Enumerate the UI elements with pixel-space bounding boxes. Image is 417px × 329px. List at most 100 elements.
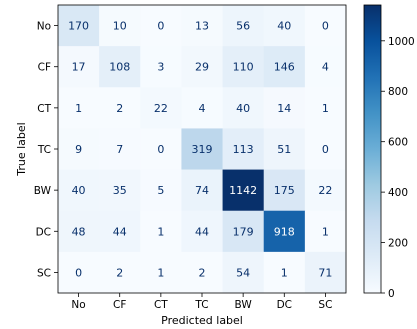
- heatmap-cell: [140, 5, 182, 47]
- cell-value-label: 17: [72, 61, 86, 74]
- heatmap-cell: [304, 46, 347, 88]
- heatmap-cell: [181, 169, 223, 212]
- cell-value-label: 48: [72, 225, 86, 238]
- y-tick-label: BW: [34, 185, 52, 197]
- y-tick-label: TC: [37, 144, 51, 156]
- cell-value-label: 319: [192, 143, 213, 156]
- y-tick-label: No: [37, 21, 51, 33]
- heatmap-cell: [263, 5, 306, 47]
- x-tick-label: SC: [318, 299, 332, 311]
- heatmap-cell: [181, 5, 223, 47]
- cell-value-label: 14: [277, 102, 291, 115]
- heatmap-cell: [140, 46, 182, 88]
- cell-value-label: 51: [277, 143, 291, 156]
- x-tick-label: CF: [113, 299, 126, 311]
- heatmap-cell: [99, 251, 141, 294]
- cell-value-label: 1: [281, 266, 288, 279]
- cell-value-label: 40: [236, 102, 250, 115]
- colorbar-tick-label: 0: [388, 288, 395, 300]
- heatmap-cell: [58, 5, 100, 47]
- cell-value-label: 1: [322, 225, 329, 238]
- colorbar-gradient: [363, 4, 382, 294]
- cell-value-label: 0: [157, 20, 164, 33]
- cell-value-label: 4: [322, 61, 329, 74]
- cell-value-label: 13: [195, 20, 209, 33]
- cell-value-label: 1142: [229, 184, 257, 197]
- cell-value-label: 179: [233, 225, 254, 238]
- cell-value-label: 175: [274, 184, 295, 197]
- colorbar-tick-label: 200: [388, 238, 408, 250]
- colorbar-tick-label: 800: [388, 86, 408, 98]
- cell-value-label: 9: [75, 143, 82, 156]
- cell-value-label: 54: [236, 266, 250, 279]
- x-tick-label: DC: [277, 299, 292, 311]
- heatmap-cell: [263, 169, 306, 212]
- heatmap-cell: [181, 87, 223, 129]
- heatmap-cell: [99, 169, 141, 212]
- cell-value-label: 40: [277, 20, 291, 33]
- heatmap-cell: [58, 128, 100, 170]
- y-tick-label: DC: [36, 226, 51, 238]
- heatmap-cell: [140, 87, 182, 129]
- cell-value-label: 71: [318, 266, 332, 279]
- heatmap-cell: [263, 46, 306, 88]
- heatmap-cell: [304, 87, 347, 129]
- cell-value-label: 1: [157, 225, 164, 238]
- cell-value-label: 918: [274, 225, 295, 238]
- x-tick-label: CT: [154, 299, 168, 311]
- cell-value-label: 10: [113, 20, 127, 33]
- colorbar-tick-label: 600: [388, 137, 408, 149]
- cell-value-label: 22: [154, 102, 168, 115]
- x-tick-label: No: [71, 299, 85, 311]
- heatmap-cell: [99, 128, 141, 170]
- heatmap-cell: [222, 251, 265, 294]
- heatmap-cell: [58, 210, 100, 253]
- colorbar: 0 200 400 600 800 1000: [363, 4, 415, 300]
- cell-value-label: 113: [233, 143, 254, 156]
- colorbar-tick-label: 400: [388, 187, 408, 199]
- heatmap-cell: [222, 5, 265, 47]
- heatmap-cell: [263, 87, 306, 129]
- heatmap-cell: [58, 251, 100, 294]
- cell-value-label: 7: [116, 143, 123, 156]
- cell-value-label: 170: [68, 20, 89, 33]
- cell-value-label: 35: [113, 184, 127, 197]
- cell-value-label: 110: [233, 61, 254, 74]
- heatmap-cell: [58, 46, 100, 88]
- cell-value-label: 0: [75, 266, 82, 279]
- cell-value-label: 4: [199, 102, 206, 115]
- cell-value-label: 2: [116, 266, 123, 279]
- heatmap-cell: [99, 210, 141, 253]
- y-tick-label: CT: [37, 103, 51, 115]
- heatmap-cell: [263, 210, 306, 253]
- cell-value-label: 5: [157, 184, 164, 197]
- heatmap-cell: [140, 128, 182, 170]
- heatmap-cell: [140, 210, 182, 253]
- cell-value-label: 108: [109, 61, 130, 74]
- heatmap-cell: [140, 251, 182, 294]
- y-tick-label: CF: [38, 62, 51, 74]
- heatmap-cell: [181, 46, 223, 88]
- cell-value-label: 2: [199, 266, 206, 279]
- heatmap-cells: 170 10 0 13 56 40 017 108 3 29 110 146 41 2 22 4 40 14 19 7…: [58, 5, 347, 294]
- cell-value-label: 2: [116, 102, 123, 115]
- y-axis-ticks: No CF CT TC BW DC SC: [34, 21, 58, 279]
- heatmap-cell: [304, 210, 347, 253]
- heatmap-cell: [181, 251, 223, 294]
- y-axis-label: True label: [15, 122, 28, 176]
- cell-value-label: 1: [322, 102, 329, 115]
- cell-value-label: 22: [318, 184, 332, 197]
- heatmap-cell: [140, 169, 182, 212]
- heatmap-cell: [304, 251, 347, 294]
- heatmap-cell: [304, 5, 347, 47]
- heatmap-cell: [99, 87, 141, 129]
- cell-value-label: 0: [322, 143, 329, 156]
- cell-value-label: 0: [322, 20, 329, 33]
- cell-value-label: 1: [75, 102, 82, 115]
- cell-value-label: 40: [72, 184, 86, 197]
- y-tick-label: SC: [37, 267, 51, 279]
- heatmap-cell: [222, 46, 265, 88]
- heatmap-cell: [222, 87, 265, 129]
- x-axis-ticks: No CF CT TC BW DC SC: [71, 293, 332, 311]
